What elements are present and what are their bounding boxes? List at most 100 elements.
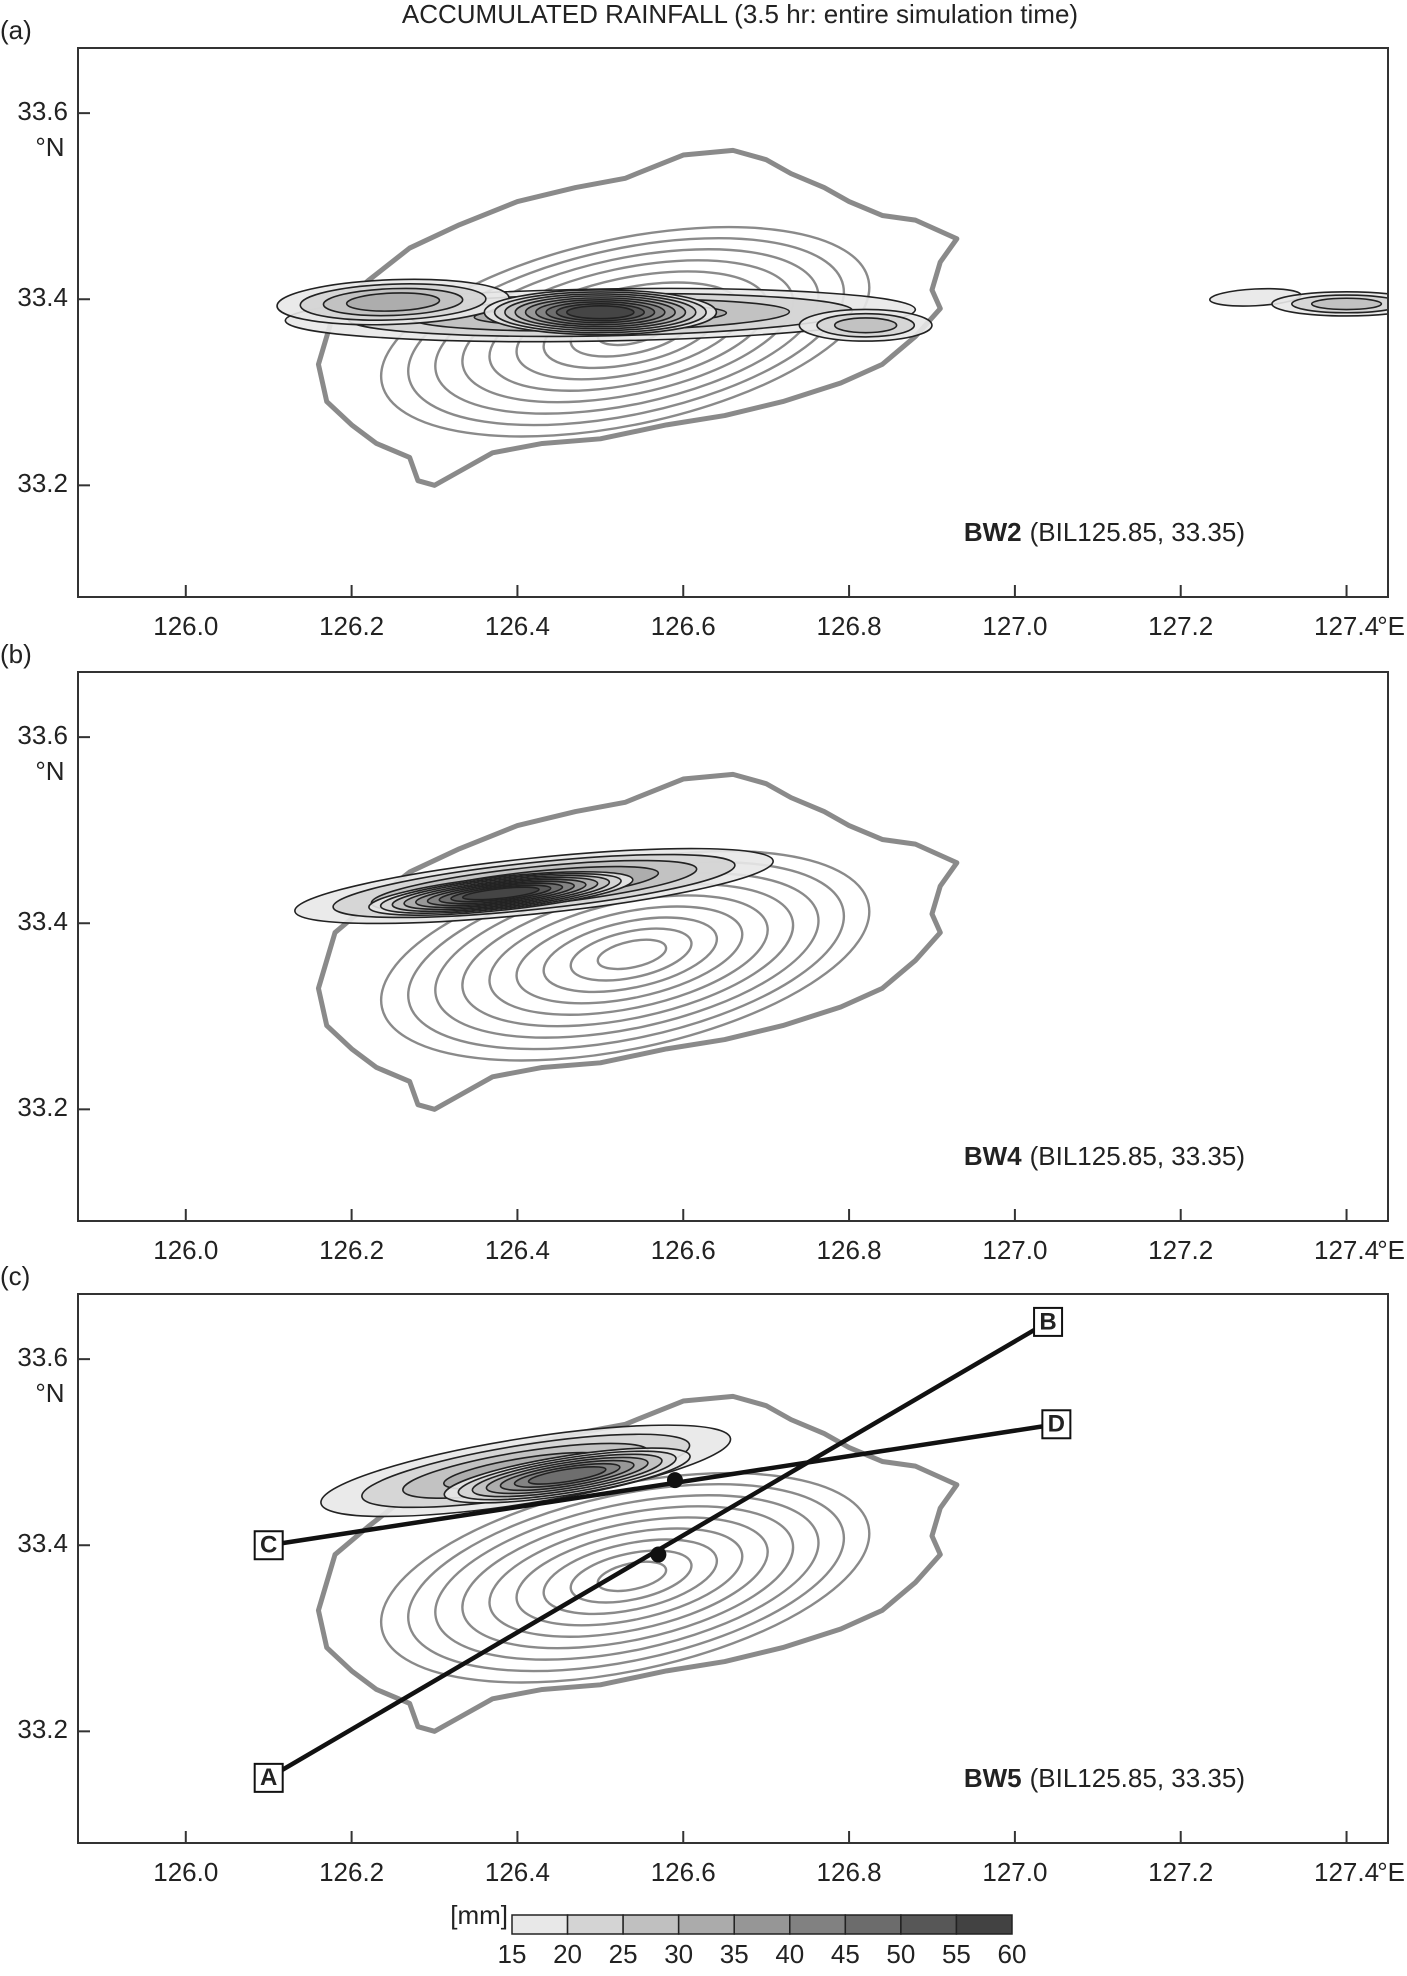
rain-contour xyxy=(833,317,898,334)
colorbar-cell xyxy=(844,1914,902,1935)
colorbar-label: [mm] xyxy=(450,1900,508,1930)
rain-contour xyxy=(345,292,441,312)
x-tick-label: 127.2 xyxy=(1148,1235,1213,1265)
colorbar-tick-label: 55 xyxy=(942,1939,971,1969)
terrain-contour xyxy=(569,1549,693,1604)
x-unit: °E xyxy=(1377,1235,1405,1265)
run-name: BW2 xyxy=(964,517,1022,547)
section-point xyxy=(650,1546,667,1563)
run-annotation: BW4 (BIL125.85, 33.35) xyxy=(964,1141,1245,1171)
run-location: (BIL125.85, 33.35) xyxy=(1030,1763,1245,1793)
x-tick-label: 127.4 xyxy=(1314,611,1379,641)
x-tick-label: 126.6 xyxy=(651,611,716,641)
x-tick-label: 126.8 xyxy=(817,1235,882,1265)
x-tick-label: 126.4 xyxy=(485,1857,550,1887)
x-tick-label: 126.0 xyxy=(153,1857,218,1887)
section-label-box xyxy=(1033,1306,1064,1337)
terrain-contour xyxy=(542,1538,719,1616)
x-unit: °E xyxy=(1377,611,1405,641)
terrain-contour xyxy=(434,248,820,415)
colorbar-cell xyxy=(955,1914,1013,1935)
map-area xyxy=(276,147,1388,488)
terrain-contour xyxy=(407,1482,846,1673)
run-location: (BIL125.85, 33.35) xyxy=(1030,1141,1245,1171)
axes-frame xyxy=(77,671,1389,1222)
rain-contour xyxy=(566,305,635,320)
terrain-contour xyxy=(379,225,871,438)
terrain-contour xyxy=(569,927,693,982)
x-tick-label: 126.0 xyxy=(153,611,218,641)
section-label-box xyxy=(253,1762,284,1793)
axes-frame xyxy=(77,47,1389,598)
y-unit: °N xyxy=(35,756,64,786)
colorbar-cell xyxy=(622,1914,680,1935)
run-annotation: BW5 (BIL125.85, 33.35) xyxy=(964,1763,1245,1793)
colorbar-tick-label: 50 xyxy=(886,1939,915,1969)
y-tick-label: 33.4 xyxy=(17,906,68,936)
x-tick-label: 126.2 xyxy=(319,611,384,641)
x-tick-label: 126.6 xyxy=(651,1235,716,1265)
x-tick-label: 127.4 xyxy=(1314,1235,1379,1265)
colorbar-tick-label: 25 xyxy=(609,1939,638,1969)
x-tick-label: 126.2 xyxy=(319,1235,384,1265)
panel-label: (c) xyxy=(0,1261,30,1291)
y-unit: °N xyxy=(35,132,64,162)
x-tick-label: 126.4 xyxy=(485,611,550,641)
x-tick-label: 126.4 xyxy=(485,1235,550,1265)
run-name: BW5 xyxy=(964,1763,1022,1793)
y-tick-label: 33.6 xyxy=(17,96,68,126)
terrain-contour xyxy=(515,905,744,1005)
panel-label: (b) xyxy=(0,639,32,669)
colorbar-tick-label: 60 xyxy=(998,1939,1027,1969)
terrain-contour xyxy=(542,916,719,994)
section-label: D xyxy=(1048,1411,1065,1438)
colorbar-cell xyxy=(677,1914,735,1935)
section-label: A xyxy=(260,1764,277,1791)
x-tick-label: 127.0 xyxy=(982,611,1047,641)
run-location: (BIL125.85, 33.35) xyxy=(1030,517,1245,547)
map-area xyxy=(315,1393,960,1734)
section-line xyxy=(268,1422,1057,1548)
x-tick-label: 126.6 xyxy=(651,1857,716,1887)
x-tick-label: 126.8 xyxy=(817,1857,882,1887)
section-label: C xyxy=(260,1532,277,1559)
colorbar-cell xyxy=(733,1914,791,1935)
section-label: B xyxy=(1039,1308,1056,1335)
colorbar-cell xyxy=(900,1914,958,1935)
y-tick-label: 33.2 xyxy=(17,1092,68,1122)
rain-contour xyxy=(527,1466,607,1485)
island-outline xyxy=(315,771,960,1112)
figure-title: ACCUMULATED RAINFALL (3.5 hr: entire sim… xyxy=(402,0,1078,29)
section-label-box xyxy=(253,1530,284,1561)
y-unit: °N xyxy=(35,1378,64,1408)
colorbar-tick-label: 20 xyxy=(553,1939,582,1969)
rain-contour xyxy=(461,886,540,901)
y-tick-label: 33.6 xyxy=(17,720,68,750)
y-tick-label: 33.2 xyxy=(17,1714,68,1744)
colorbar-tick-label: 30 xyxy=(664,1939,693,1969)
x-unit: °E xyxy=(1377,1857,1405,1887)
axes-frame xyxy=(77,1293,1389,1844)
x-tick-label: 126.8 xyxy=(817,611,882,641)
panel-label: (a) xyxy=(0,15,32,45)
terrain-contour xyxy=(407,236,846,427)
map-area xyxy=(294,771,960,1112)
y-tick-label: 33.6 xyxy=(17,1342,68,1372)
colorbar-cell xyxy=(511,1914,569,1935)
x-tick-label: 127.2 xyxy=(1148,611,1213,641)
x-tick-label: 127.2 xyxy=(1148,1857,1213,1887)
y-tick-label: 33.4 xyxy=(17,282,68,312)
terrain-contour xyxy=(461,1505,795,1650)
colorbar-tick-label: 35 xyxy=(720,1939,749,1969)
y-tick-label: 33.4 xyxy=(17,1528,68,1558)
terrain-contour xyxy=(434,1494,820,1661)
colorbar-tick-label: 45 xyxy=(831,1939,860,1969)
section-point xyxy=(666,1472,683,1489)
colorbar-tick-label: 40 xyxy=(775,1939,804,1969)
island-outline xyxy=(315,147,960,488)
colorbar-tick-label: 15 xyxy=(498,1939,527,1969)
terrain-contour xyxy=(596,938,668,971)
x-tick-label: 126.0 xyxy=(153,1235,218,1265)
run-name: BW4 xyxy=(964,1141,1022,1171)
